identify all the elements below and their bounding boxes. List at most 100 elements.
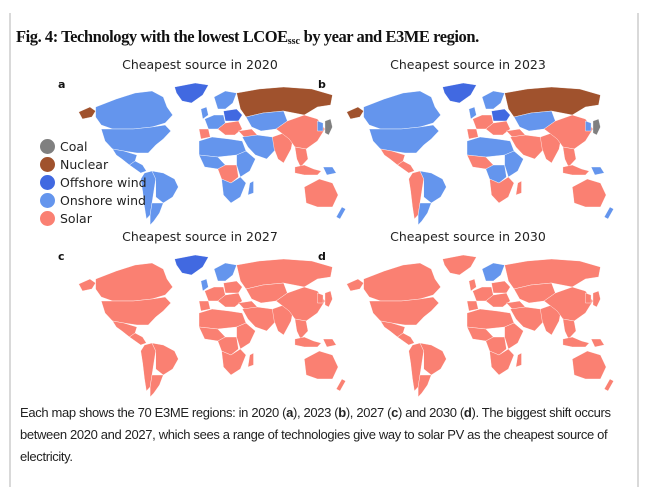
region-se-asia (294, 318, 309, 340)
region-china (543, 286, 594, 322)
map-panel-a: Cheapest source in 2020 a (50, 57, 350, 226)
region-usa (368, 124, 440, 154)
region-brazil (151, 170, 179, 204)
region-central-europe (491, 280, 511, 294)
figure-title-end: by year and E3ME region. (299, 27, 480, 46)
region-korea (317, 292, 324, 304)
panel-letter: b (318, 78, 326, 91)
region-greenland (442, 82, 477, 104)
legend-label: Nuclear (60, 156, 109, 172)
legend-item-offshore-wind: Offshore wind (40, 173, 147, 191)
region-new-guinea (590, 166, 605, 176)
region-madagascar (247, 352, 254, 368)
region-alaska (78, 106, 96, 120)
region-madagascar (515, 180, 522, 196)
figure-title: Fig. 4: Technology with the lowest LCOEs… (16, 27, 479, 47)
region-russia (504, 86, 601, 118)
region-central-america (129, 332, 147, 346)
region-japan (592, 118, 601, 136)
region-brazil (419, 342, 447, 376)
region-russia (504, 258, 601, 290)
world-map (78, 82, 346, 226)
legend-item-coal: Coal (40, 137, 147, 155)
legend-swatch-coal (40, 138, 55, 154)
region-southern-cone (417, 202, 432, 226)
region-uk (200, 278, 209, 292)
region-new-guinea (322, 338, 337, 348)
region-new-zealand (603, 206, 614, 220)
region-southern-africa (221, 348, 247, 376)
region-middle-east (509, 134, 545, 160)
region-middle-east (241, 306, 277, 332)
caption-text: ), 2027 ( (345, 405, 392, 420)
caption-ref-b: b (338, 405, 346, 420)
region-east-africa (504, 150, 524, 178)
region-indonesia (294, 164, 322, 176)
region-australia (572, 350, 607, 380)
legend-swatch-offshore-wind (40, 174, 55, 190)
region-east-africa (236, 322, 256, 350)
region-canada (363, 90, 441, 130)
region-italy-balkans (217, 292, 243, 308)
region-new-zealand (603, 378, 614, 392)
region-indonesia (562, 164, 590, 176)
region-new-guinea (322, 166, 337, 176)
legend-label: Coal (60, 138, 88, 154)
region-uk (468, 278, 477, 292)
caption-ref-c: c (391, 405, 398, 420)
region-iberia (198, 300, 211, 312)
region-alaska (78, 278, 96, 292)
region-iberia (466, 128, 479, 140)
figure-caption: Each map shows the 70 E3ME regions: in 2… (20, 402, 625, 468)
legend-label: Solar (60, 210, 92, 226)
panel-title: Cheapest source in 2030 (390, 229, 546, 244)
legend-swatch-nuclear (40, 156, 55, 172)
region-east-africa (236, 150, 256, 178)
region-canada (363, 262, 441, 302)
caption-text: ) and 2030 ( (397, 405, 464, 420)
legend-label: Offshore wind (60, 174, 147, 190)
region-east-africa (504, 322, 524, 350)
caption-ref-a: a (286, 405, 293, 420)
region-southern-africa (221, 176, 247, 204)
world-map (346, 82, 614, 226)
region-iberia (198, 128, 211, 140)
world-map (346, 254, 614, 398)
region-alaska (346, 106, 364, 120)
region-middle-east (509, 306, 545, 332)
panel-title: Cheapest source in 2027 (122, 229, 278, 244)
region-italy-balkans (485, 120, 511, 136)
region-china (543, 114, 594, 150)
region-australia (572, 178, 607, 208)
region-australia (304, 350, 339, 380)
world-map (78, 254, 346, 398)
region-indonesia (294, 336, 322, 348)
region-se-asia (294, 146, 309, 168)
region-japan (324, 290, 333, 308)
map-panel-b: Cheapest source in 2023 b (318, 57, 618, 226)
region-central-europe (223, 280, 243, 294)
region-southern-africa (489, 348, 515, 376)
caption-text: Each map shows the 70 E3ME regions: in 2… (20, 405, 287, 420)
panel-letter: a (58, 78, 66, 91)
region-korea (585, 120, 592, 132)
region-new-zealand (335, 206, 346, 220)
region-southern-cone (149, 374, 164, 398)
region-italy-balkans (217, 120, 243, 136)
region-madagascar (515, 352, 522, 368)
region-se-asia (562, 146, 577, 168)
figure-title-main: Fig. 4: Technology with the lowest LCOE (16, 27, 288, 46)
legend-label: Onshore wind (60, 192, 146, 208)
figure-title-subscript: ssc (287, 36, 300, 47)
region-se-asia (562, 318, 577, 340)
region-iberia (466, 300, 479, 312)
region-southern-cone (149, 202, 164, 226)
legend-item-onshore-wind: Onshore wind (40, 191, 147, 209)
region-italy-balkans (485, 292, 511, 308)
region-brazil (151, 342, 179, 376)
region-uk (200, 106, 209, 120)
panel-letter: c (58, 250, 65, 263)
legend-item-solar: Solar (40, 209, 147, 227)
region-southern-cone (417, 374, 432, 398)
region-uk (468, 106, 477, 120)
